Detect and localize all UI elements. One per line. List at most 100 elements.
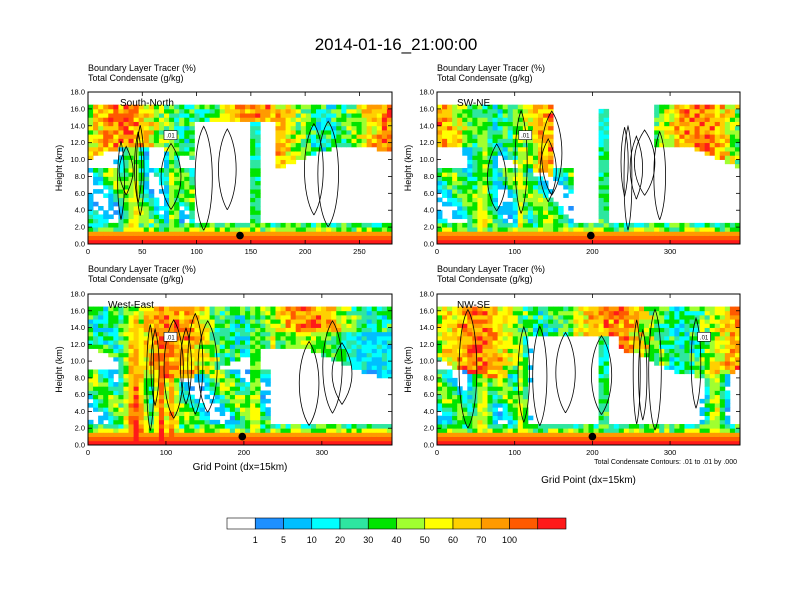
heatmap-cell: [714, 108, 721, 114]
heatmap-cell: [305, 239, 312, 245]
heatmap-cell: [532, 130, 539, 135]
heatmap-cell: [563, 231, 569, 236]
heatmap-cell: [583, 310, 589, 316]
heatmap-cell: [477, 348, 483, 354]
heatmap-cell: [386, 319, 393, 324]
heatmap-cell: [184, 403, 190, 408]
heatmap-cell: [169, 193, 175, 198]
heatmap-cell: [517, 180, 524, 186]
heatmap-cell: [487, 415, 493, 421]
heatmap-cell: [219, 117, 226, 122]
heatmap-cell: [538, 424, 544, 429]
heatmap-cell: [502, 130, 509, 135]
heatmap-cell: [477, 168, 483, 173]
heatmap-cell: [487, 327, 493, 333]
heatmap-cell: [532, 193, 539, 198]
heatmap-cell: [684, 222, 690, 228]
heatmap-cell: [245, 335, 251, 341]
heatmap-cell: [260, 344, 266, 349]
heatmap-cell: [245, 432, 251, 438]
heatmap-cell: [270, 335, 276, 341]
heatmap-cell: [169, 432, 175, 438]
heatmap-cell: [219, 323, 226, 328]
heatmap-cell: [366, 235, 373, 241]
heatmap-cell: [724, 125, 731, 131]
heatmap-cell: [457, 193, 463, 198]
heatmap-cell: [361, 117, 368, 122]
heatmap-cell: [497, 373, 504, 379]
heatmap-cell: [255, 382, 261, 387]
heatmap-cell: [138, 125, 145, 131]
heatmap-cell: [270, 117, 276, 122]
heatmap-cell: [477, 184, 483, 190]
heatmap-cell: [219, 310, 226, 316]
heatmap-cell: [88, 394, 94, 400]
heatmap-cell: [240, 424, 246, 429]
heatmap-cell: [285, 121, 292, 127]
heatmap-cell: [482, 352, 488, 358]
heatmap-cell: [568, 323, 574, 328]
heatmap-cell: [164, 390, 170, 396]
heatmap-cell: [179, 227, 185, 232]
heatmap-cell: [618, 436, 625, 442]
heatmap-cell: [492, 432, 498, 438]
heatmap-cell: [123, 104, 129, 110]
heatmap-cell: [265, 382, 271, 387]
heatmap-cell: [598, 365, 605, 370]
heatmap-cell: [346, 331, 352, 337]
heatmap-cell: [507, 424, 514, 429]
heatmap-cell: [179, 108, 185, 114]
heatmap-cell: [462, 440, 468, 446]
heatmap-cell: [578, 428, 584, 433]
heatmap-cell: [664, 134, 670, 139]
heatmap-cell: [148, 356, 155, 362]
heatmap-cell: [118, 331, 124, 337]
heatmap-cell: [386, 314, 393, 320]
heatmap-cell: [649, 356, 655, 362]
heatmap-cell: [558, 428, 564, 433]
heatmap-cell: [442, 424, 448, 429]
heatmap-cell: [305, 130, 312, 135]
heatmap-cell: [719, 130, 726, 135]
heatmap-cell: [568, 180, 574, 186]
heatmap-cell: [229, 235, 236, 241]
heatmap-cell: [502, 206, 509, 211]
heatmap-cell: [502, 146, 509, 152]
heatmap-cell: [108, 108, 114, 114]
heatmap-cell: [497, 151, 504, 156]
heatmap-cell: [143, 432, 150, 438]
contour-line: [163, 319, 184, 419]
heatmap-cell: [376, 344, 383, 349]
heatmap-cell: [219, 348, 226, 354]
heatmap-cell: [189, 361, 195, 366]
heatmap-cell: [341, 138, 347, 144]
heatmap-cell: [169, 104, 175, 110]
heatmap-cell: [305, 424, 312, 429]
heatmap-cell: [326, 352, 332, 358]
heatmap-cell: [321, 428, 327, 433]
heatmap-cell: [507, 415, 514, 421]
heatmap-cell: [219, 382, 226, 387]
heatmap-cell: [123, 151, 129, 156]
heatmap-cell: [153, 373, 160, 379]
heatmap-cell: [295, 428, 302, 433]
heatmap-cell: [644, 231, 650, 236]
heatmap-cell: [603, 214, 610, 220]
y-tick-label: 0.0: [75, 441, 85, 450]
heatmap-cell: [517, 382, 524, 387]
heatmap-cell: [133, 113, 140, 118]
heatmap-cell: [93, 310, 99, 316]
heatmap-cell: [512, 419, 519, 425]
heatmap-cell: [573, 310, 579, 316]
heatmap-cell: [437, 314, 443, 320]
heatmap-cell: [164, 218, 170, 224]
heatmap-cell: [316, 138, 322, 144]
heatmap-cell: [88, 155, 94, 160]
heatmap-cell: [245, 415, 251, 421]
heatmap-cell: [148, 398, 155, 404]
heatmap-cell: [158, 142, 165, 148]
heatmap-cell: [194, 348, 200, 354]
heatmap-cell: [371, 428, 378, 433]
heatmap-cell: [174, 125, 180, 131]
heatmap-cell: [275, 155, 281, 160]
